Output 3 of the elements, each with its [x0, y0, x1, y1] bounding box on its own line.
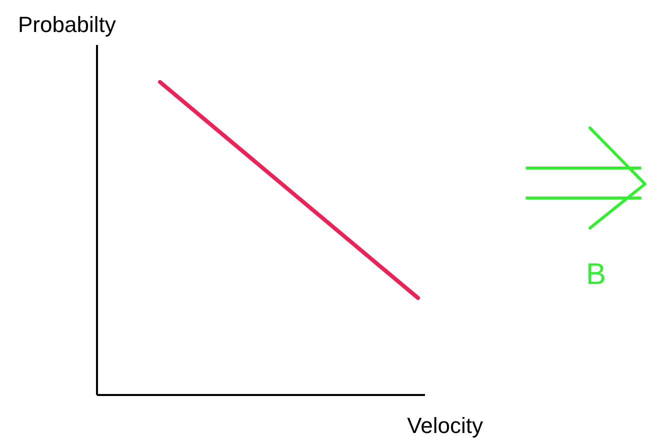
- y-axis-title: Probabilty: [18, 12, 116, 37]
- x-axis-title: Velocity: [407, 413, 483, 438]
- text: B: [586, 258, 606, 291]
